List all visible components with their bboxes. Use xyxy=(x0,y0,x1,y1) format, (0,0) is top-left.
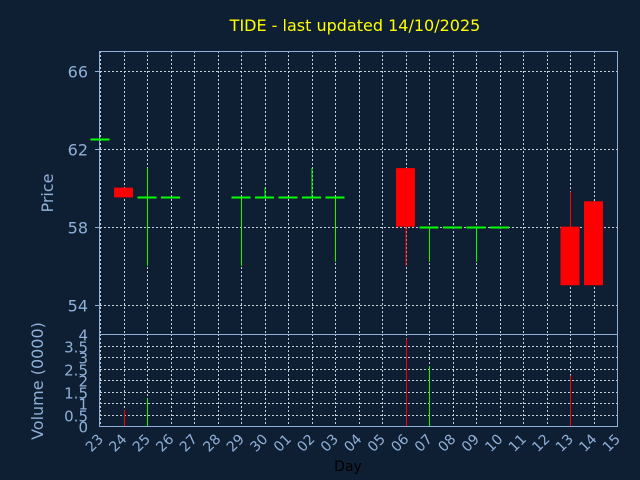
volume-y-tick-label: 1.5 xyxy=(64,385,88,403)
x-axis-label: Day xyxy=(334,459,362,475)
x-tick-label: 12 xyxy=(529,432,553,456)
candles xyxy=(90,138,603,286)
x-tick-label: 26 xyxy=(153,431,177,455)
x-tick-label: 02 xyxy=(294,432,318,456)
price-grid xyxy=(100,51,618,334)
volume-panel: 00.511.522.533.54 Volume (0000) xyxy=(28,322,618,440)
volume-y-tick-label: 0 xyxy=(78,419,88,437)
price-y-tick-label: 66 xyxy=(68,63,88,82)
volume-y-tick-label: 3.5 xyxy=(64,339,88,357)
volume-frame xyxy=(99,334,618,427)
volume-bars xyxy=(124,338,571,426)
x-tick-label: 30 xyxy=(247,432,271,456)
x-tick-label: 14 xyxy=(576,431,600,455)
volume-grid xyxy=(100,334,618,427)
x-tick-label: 09 xyxy=(459,432,483,456)
x-tick-label: 15 xyxy=(600,432,624,456)
x-tick-label: 28 xyxy=(200,432,224,456)
price-panel: 54 58 62 66 Price xyxy=(38,51,618,335)
volume-y-tick-label: 3 xyxy=(78,350,88,368)
x-tick-label: 29 xyxy=(224,432,248,456)
price-frame xyxy=(99,51,618,335)
price-y-label: Price xyxy=(38,173,57,212)
x-tick-label: 27 xyxy=(177,432,201,456)
volume-y-tick-label: 2 xyxy=(78,373,88,391)
x-tick-label: 01 xyxy=(271,432,295,456)
candle-body xyxy=(560,226,580,286)
candle-body xyxy=(114,187,133,198)
volume-y-tick-label: 2.5 xyxy=(64,362,88,380)
price-y-tick-label: 54 xyxy=(68,297,88,316)
x-tick-label: 11 xyxy=(506,432,530,456)
candle-body xyxy=(584,201,603,286)
volume-y-tick-label: 4 xyxy=(78,327,88,345)
chart-title: TIDE - last updated 14/10/2025 xyxy=(229,16,481,35)
price-y-ticks: 54 58 62 66 xyxy=(68,63,100,316)
volume-y-ticks: 00.511.522.533.54 xyxy=(64,327,88,437)
x-tick-label: 05 xyxy=(365,432,389,456)
volume-y-tick-label: 0.5 xyxy=(64,408,88,426)
x-ticks: 23 24 25 26 27 28 29 30 01 02 03 04 05 06 07 08 09 10 11 12… xyxy=(83,431,624,455)
x-tick-label: 06 xyxy=(388,431,412,455)
x-tick-label: 03 xyxy=(318,432,342,456)
x-tick-label: 25 xyxy=(130,432,154,456)
volume-y-label: Volume (0000) xyxy=(28,322,47,440)
price-y-tick-label: 62 xyxy=(68,141,88,160)
x-tick-label: 24 xyxy=(106,431,130,455)
price-y-tick-label: 58 xyxy=(68,219,88,238)
x-tick-label: 13 xyxy=(553,432,577,456)
x-tick-label: 10 xyxy=(482,432,506,456)
volume-y-tick-label: 1 xyxy=(78,396,88,414)
candle-body xyxy=(396,168,415,227)
x-tick-label: 04 xyxy=(341,431,365,455)
x-tick-label: 08 xyxy=(435,432,459,456)
x-tick-label: 07 xyxy=(412,432,436,456)
